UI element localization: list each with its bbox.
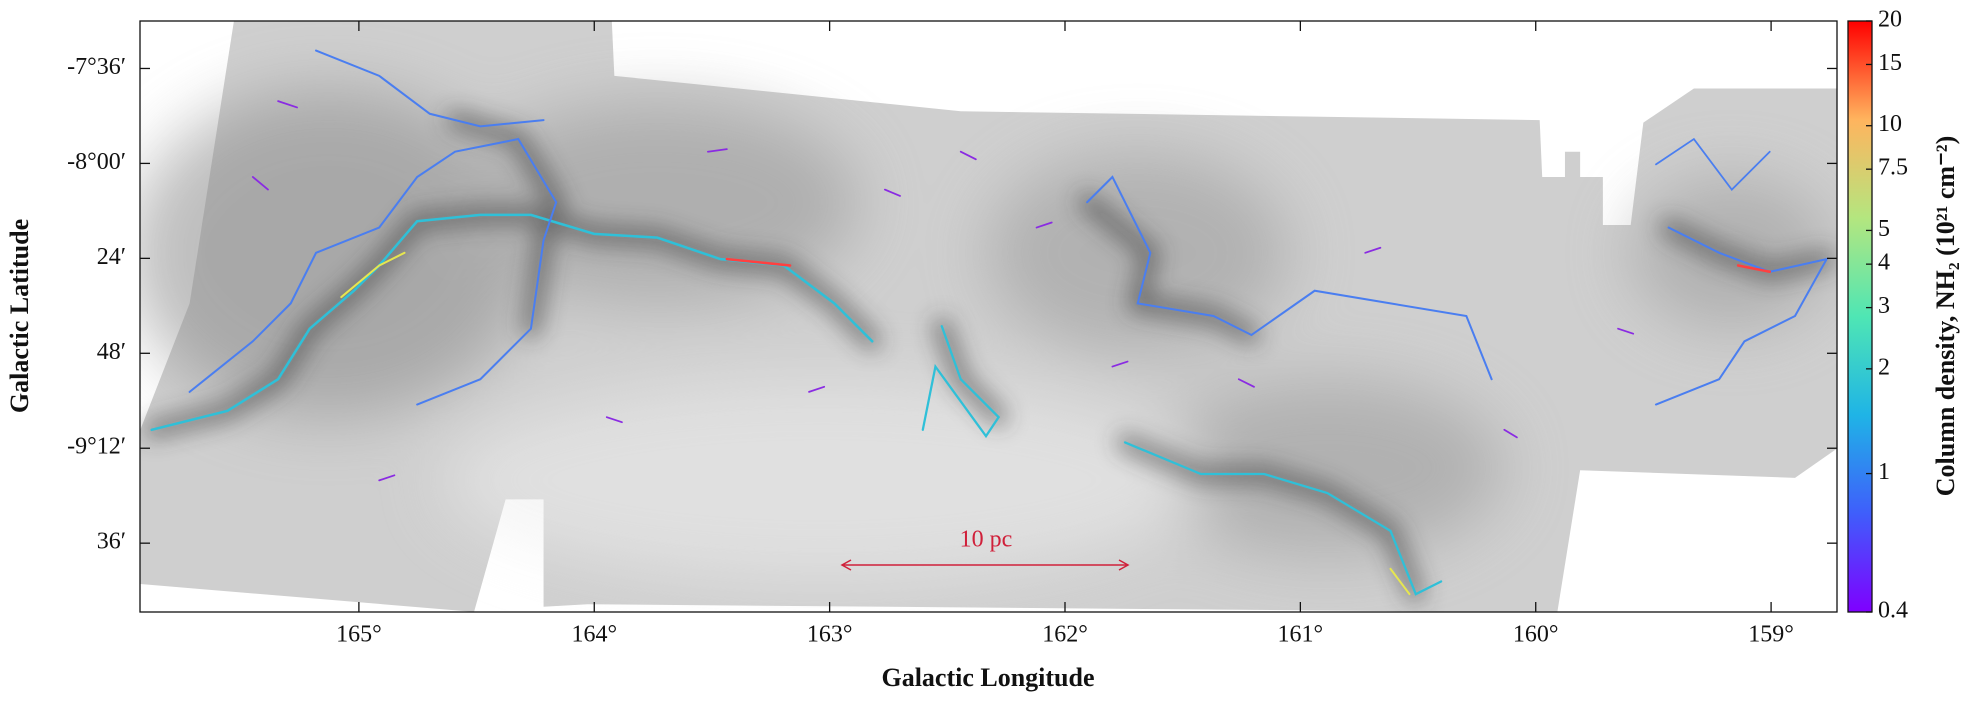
x-tick-label: 160° bbox=[1513, 622, 1559, 648]
y-axis-title: Galactic Latitude bbox=[5, 219, 34, 413]
short-filaments bbox=[251, 100, 1635, 482]
x-tick-label: 159° bbox=[1748, 622, 1794, 648]
map-image bbox=[140, 21, 1837, 612]
y-tick-label: -7°36′ bbox=[67, 54, 126, 80]
scale-bar-arrow bbox=[840, 559, 852, 571]
x-tick-label: 165° bbox=[336, 622, 382, 648]
scale-bar-label: 10 pc bbox=[960, 527, 1013, 553]
colorbar-tick-label: 0.4 bbox=[1878, 598, 1908, 624]
x-tick-label: 163° bbox=[807, 622, 853, 648]
colorbar-tick-label: 1 bbox=[1878, 459, 1890, 485]
scale-bar-arrow bbox=[1118, 559, 1130, 571]
y-tick-label: 48′ bbox=[97, 339, 126, 365]
colorbar-tick-label: 3 bbox=[1878, 293, 1890, 319]
y-tick-label: -9°12′ bbox=[67, 434, 126, 460]
y-tick-label: -8°00′ bbox=[67, 149, 126, 175]
x-tick-label: 162° bbox=[1042, 622, 1088, 648]
y-tick-label: 24′ bbox=[97, 244, 126, 270]
x-axis-title: Galactic Longitude bbox=[881, 663, 1094, 692]
colorbar-tick-label: 15 bbox=[1878, 50, 1902, 76]
colorbar-tick-label: 5 bbox=[1878, 216, 1890, 242]
colorbar-tick-label: 2 bbox=[1878, 354, 1890, 380]
colorbar-tick-label: 10 bbox=[1878, 111, 1902, 137]
colorbar-tick-label: 4 bbox=[1878, 250, 1890, 276]
colorbar-title: Column density, NH₂ (10²¹ cm⁻²) bbox=[1931, 136, 1960, 497]
x-tick-label: 164° bbox=[571, 622, 617, 648]
filament-skeleton bbox=[150, 49, 1829, 596]
y-tick-label: 36′ bbox=[97, 529, 126, 555]
colorbar-tick-label: 20 bbox=[1878, 7, 1902, 33]
colorbar bbox=[1847, 20, 1873, 613]
x-tick-label: 161° bbox=[1278, 622, 1324, 648]
plot-frame bbox=[139, 20, 1838, 613]
colorbar-tick-label: 7.5 bbox=[1878, 155, 1908, 181]
